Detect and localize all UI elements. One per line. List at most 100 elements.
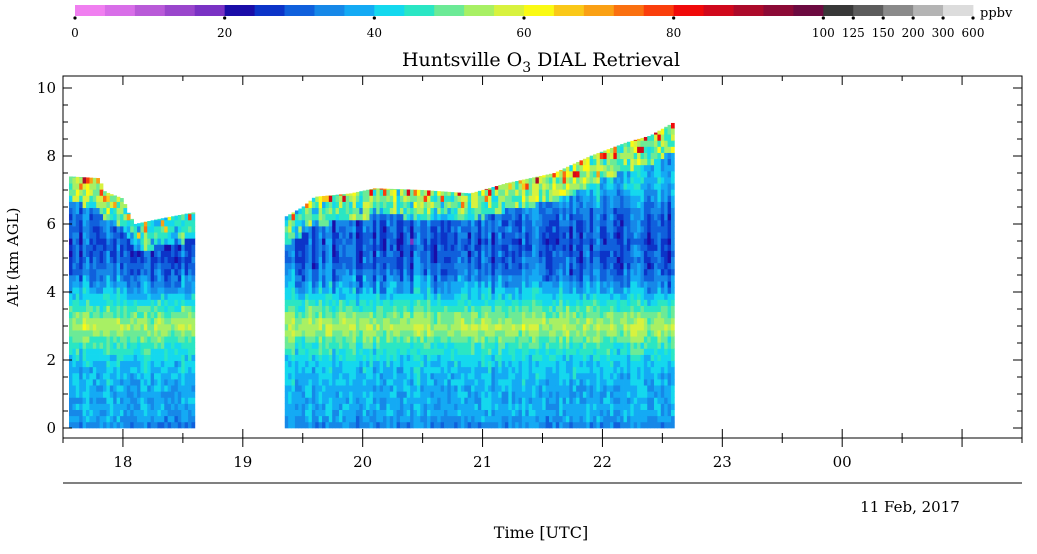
heatmap-cell [161,281,165,287]
heatmap-cell [519,189,523,195]
heatmap-cell [100,244,104,250]
heatmap-cell [353,214,357,220]
heatmap-cell [161,355,165,361]
heatmap-cell [458,238,462,244]
heatmap-cell [376,244,380,250]
heatmap-cell [120,198,124,202]
heatmap-cell [478,373,482,379]
heatmap-cell [563,226,567,232]
heatmap-cell [522,404,526,410]
heatmap-cell [563,251,567,257]
heatmap-cell [161,299,165,305]
heatmap-cell [164,257,168,263]
heatmap-cell [410,293,414,299]
heatmap-cell [96,404,100,410]
heatmap-cell [559,348,563,354]
heatmap-cell [380,410,384,416]
heatmap-cell [427,208,431,214]
heatmap-cell [191,373,195,379]
heatmap-cell [563,342,567,348]
heatmap-cell [79,275,83,281]
heatmap-cell [315,391,319,397]
heatmap-cell [353,263,357,269]
heatmap-cell [356,238,360,244]
heatmap-cell [522,251,526,257]
heatmap-cell [559,257,563,263]
heatmap-cell [93,281,97,287]
heatmap-cell [86,404,90,410]
heatmap-cell [515,379,519,385]
heatmap-cell [154,355,158,361]
heatmap-cell [529,318,533,324]
heatmap-cell [298,281,302,287]
heatmap-cell [481,312,485,318]
heatmap-cell [535,342,539,348]
colorbar-swatch [584,5,614,16]
heatmap-cell [295,220,299,226]
heatmap-cell [363,318,367,324]
heatmap-cell [576,299,580,305]
heatmap-cell [532,410,536,416]
heatmap-cell [491,281,495,287]
heatmap-cell [113,373,117,379]
heatmap-cell [103,318,107,324]
heatmap-cell [127,422,131,428]
heatmap-cell [583,293,587,299]
heatmap-cell [556,287,560,293]
heatmap-cell [397,342,401,348]
heatmap-cell [468,385,472,391]
heatmap-cell [468,397,472,403]
heatmap-cell [552,355,556,361]
heatmap-cell [110,251,114,257]
heatmap-cell [339,361,343,367]
heatmap-cell [414,293,418,299]
heatmap-cell [434,251,438,257]
heatmap-cell [386,214,390,220]
heatmap-cell [127,269,131,275]
heatmap-cell [137,391,141,397]
heatmap-cell [329,361,333,367]
heatmap-cell [552,373,556,379]
heatmap-cell [522,367,526,373]
heatmap-cell [319,238,323,244]
heatmap-cell [488,208,492,214]
heatmap-cell [542,214,546,220]
heatmap-cell [519,257,523,263]
heatmap-cell [566,385,570,391]
heatmap-cell [434,391,438,397]
heatmap-cell [383,330,387,336]
heatmap-cell [332,257,336,263]
heatmap-cell [525,232,529,238]
heatmap-cell [563,336,567,342]
heatmap-cell [393,355,397,361]
heatmap-cell [89,183,93,189]
heatmap-cell [359,422,363,428]
heatmap-cell [414,324,418,330]
heatmap-cell [329,373,333,379]
heatmap-cell [519,238,523,244]
heatmap-cell [117,391,121,397]
heatmap-cell [191,251,195,257]
heatmap-cell [502,318,506,324]
heatmap-cell [522,373,526,379]
heatmap-cell [366,238,370,244]
heatmap-cell [522,348,526,354]
heatmap-cell [288,257,292,263]
heatmap-cell [569,361,573,367]
heatmap-cell [302,281,306,287]
heatmap-cell [522,299,526,305]
heatmap-cell [461,367,465,373]
heatmap-cell [417,287,421,293]
heatmap-cell [285,293,289,299]
heatmap-cell [539,385,543,391]
heatmap-cell [137,251,141,257]
heatmap-cell [498,281,502,287]
heatmap-cell [302,379,306,385]
heatmap-cell [319,257,323,263]
heatmap-cell [120,257,124,263]
heatmap-cell [474,336,478,342]
heatmap-cell [468,251,472,257]
heatmap-cell [319,263,323,269]
heatmap-cell [481,330,485,336]
heatmap-cell [468,410,472,416]
